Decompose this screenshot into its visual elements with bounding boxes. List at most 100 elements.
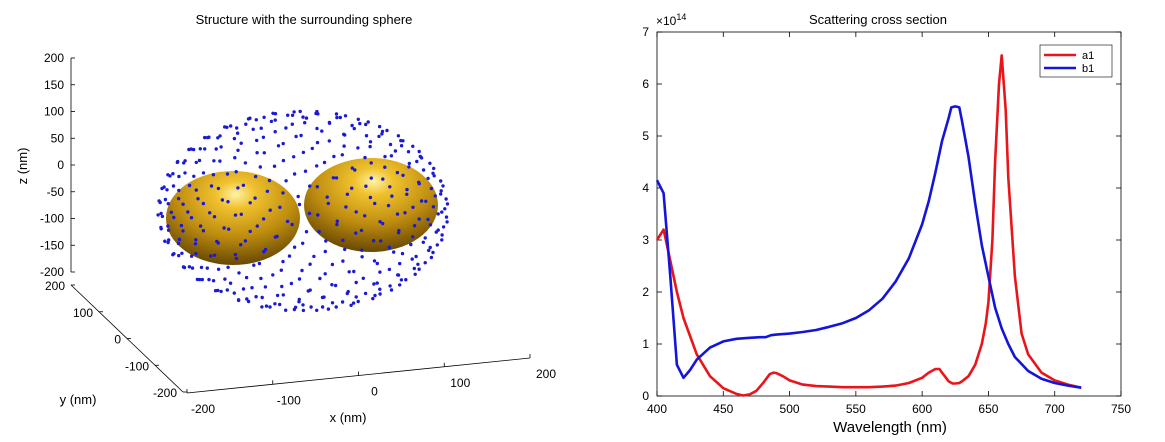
sphere-point xyxy=(335,222,339,227)
sphere-point xyxy=(413,272,417,276)
sphere-point xyxy=(219,145,223,149)
sphere-point xyxy=(419,199,424,203)
sphere-point xyxy=(261,217,266,221)
sphere-point xyxy=(396,273,401,277)
sphere-point xyxy=(440,238,444,242)
sphere-point xyxy=(423,261,427,265)
z-tick-label: -100 xyxy=(40,212,64,226)
sphere-point xyxy=(322,160,327,165)
sphere-point xyxy=(299,133,303,138)
sphere-point xyxy=(226,265,230,269)
sphere-point xyxy=(444,215,449,219)
sphere-point xyxy=(294,134,298,139)
sphere-point xyxy=(387,245,392,250)
sphere-point xyxy=(301,115,305,119)
sphere-point xyxy=(381,221,385,226)
sphere-point xyxy=(354,231,358,235)
sphere-point xyxy=(411,144,415,148)
sphere-point xyxy=(440,233,444,237)
sphere-point xyxy=(171,172,175,176)
sphere-point xyxy=(227,227,231,231)
series-line-a1 xyxy=(655,54,1082,397)
sphere-point xyxy=(301,308,306,313)
sphere-point xyxy=(232,136,237,141)
sphere-point xyxy=(323,272,327,276)
sphere-point xyxy=(352,269,356,274)
sphere-point xyxy=(255,138,259,143)
sphere-point xyxy=(371,239,376,243)
sphere-point xyxy=(354,295,358,299)
sphere-point xyxy=(315,126,319,131)
sphere-point xyxy=(272,164,277,168)
sphere-point xyxy=(241,183,246,187)
sphere-point xyxy=(189,254,194,258)
z-tick-label: -150 xyxy=(40,238,64,252)
sphere-point xyxy=(392,250,396,254)
sphere-point xyxy=(284,179,288,183)
sphere-point xyxy=(268,305,272,309)
sphere-point xyxy=(297,202,302,207)
sphere-point xyxy=(411,205,415,209)
sphere-point xyxy=(308,184,312,188)
legend-label-a1: a1 xyxy=(1082,50,1094,62)
sphere-point xyxy=(157,199,161,203)
sphere-point xyxy=(233,252,238,257)
sphere-point xyxy=(296,194,300,199)
x-tick-label: -200 xyxy=(191,402,215,416)
sphere-point xyxy=(180,251,184,255)
sphere-point xyxy=(445,202,450,206)
sphere-point xyxy=(200,277,204,282)
sphere-point xyxy=(301,303,305,307)
sphere-point xyxy=(194,238,198,242)
sphere-point xyxy=(353,168,357,172)
sphere-point xyxy=(364,134,369,138)
sphere-point xyxy=(273,118,277,122)
sphere-point xyxy=(395,170,400,175)
sphere-point xyxy=(181,265,186,269)
sphere-point xyxy=(203,147,207,151)
sphere-point xyxy=(352,126,356,131)
legend-box xyxy=(1039,44,1113,78)
y-tick-label-right: 1 xyxy=(642,337,649,351)
sphere-point xyxy=(213,289,218,293)
y-ticks-right: 0 1 2 3 4 5 6 7 xyxy=(642,25,1121,403)
sphere-point xyxy=(235,131,240,135)
sphere-point xyxy=(198,224,203,228)
sphere-point xyxy=(252,263,256,267)
sphere-point xyxy=(354,280,358,285)
sphere-point xyxy=(262,115,266,120)
sphere-point xyxy=(331,176,336,180)
y-tick-label-right: 3 xyxy=(642,233,649,247)
sphere-point xyxy=(364,184,368,188)
x-tick-label-right: 400 xyxy=(647,402,667,416)
sphere-point xyxy=(263,285,268,289)
sphere-point xyxy=(177,237,182,242)
sphere-point xyxy=(196,197,200,201)
sphere-point xyxy=(440,210,444,214)
sphere-point xyxy=(201,229,206,233)
sphere-point xyxy=(342,144,346,148)
sphere-point xyxy=(265,189,270,193)
sphere-point xyxy=(327,120,332,125)
sphere-point xyxy=(340,300,345,304)
y-tick-label-right: 6 xyxy=(642,77,649,91)
sphere-point xyxy=(250,286,254,290)
sphere-point xyxy=(254,295,258,299)
sphere-point xyxy=(292,110,296,114)
sphere-point xyxy=(439,192,443,196)
sphere-point xyxy=(308,262,312,266)
sphere-point xyxy=(244,122,248,126)
sphere-point xyxy=(304,230,309,234)
sphere-point xyxy=(407,165,411,169)
surrounding-sphere-points xyxy=(156,109,450,313)
x-tick-label-right: 750 xyxy=(1111,402,1131,416)
sphere-point xyxy=(356,146,360,150)
sphere-point xyxy=(349,303,353,307)
sphere-point xyxy=(246,117,251,121)
sphere-point xyxy=(432,166,436,171)
sphere-point xyxy=(350,123,354,128)
legend-label-b1: b1 xyxy=(1082,63,1094,75)
sphere-point xyxy=(359,228,364,233)
sphere-point xyxy=(176,196,181,201)
